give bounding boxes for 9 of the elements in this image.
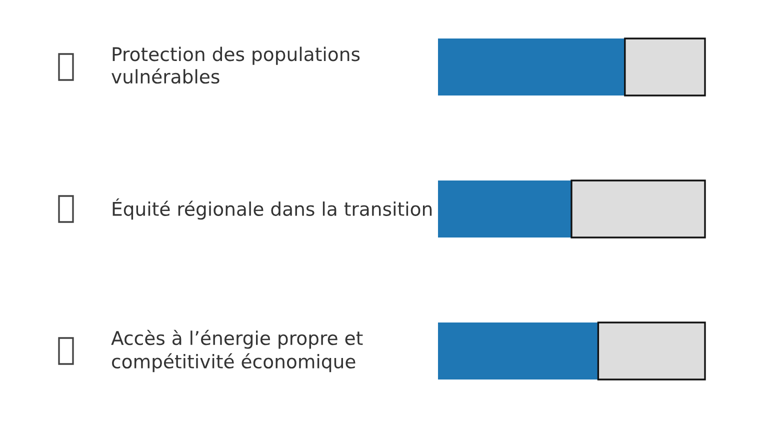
bar [438,38,625,96]
bar [624,38,706,96]
y-tick-label: Accès à l’énergie propre et compétitivité économique [111,330,363,372]
y-tick-label: Équité régionale dans la transition [112,198,432,220]
bar [438,180,572,238]
bar [597,322,706,380]
y-tick-label: Protection des populations vulnérables [112,46,360,84]
bar [438,322,598,380]
bar [570,180,706,238]
